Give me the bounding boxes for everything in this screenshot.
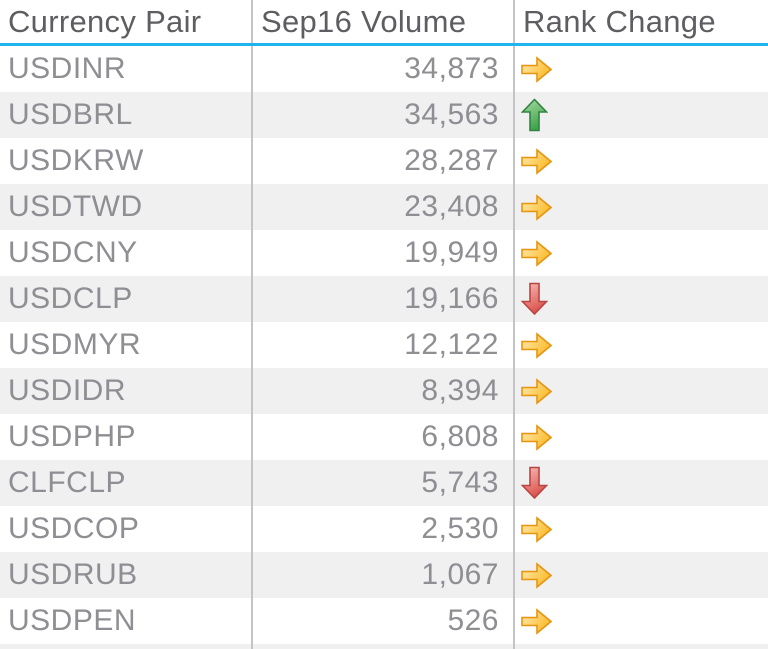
volume-cell: 2,530 [251, 506, 513, 552]
volume-cell: 1,067 [251, 552, 513, 598]
partial-cell [251, 644, 513, 649]
volume-cell: 19,166 [251, 276, 513, 322]
table-row: USDCOP 2,530 [0, 506, 768, 552]
right-arrow-icon [521, 239, 552, 267]
volume-cell: 12,122 [251, 322, 513, 368]
currency-pair-cell: USDPEN [8, 604, 137, 637]
rank-change-cell [513, 276, 768, 322]
currency-pair-cell: USDINR [8, 52, 127, 85]
volume-cell: 28,287 [251, 138, 513, 184]
rank-change-cell [513, 506, 768, 552]
volume-cell: 5,743 [251, 460, 513, 506]
table-row: USDCNY 19,949 [0, 230, 768, 276]
rank-change-cell [513, 322, 768, 368]
up-arrow-icon [521, 98, 548, 132]
right-arrow-icon [521, 377, 552, 405]
right-arrow-icon [521, 193, 552, 221]
table-row: USDIDR 8,394 [0, 368, 768, 414]
volume-cell: 526 [251, 598, 513, 644]
rank-change-cell [513, 460, 768, 506]
volume-cell: 6,808 [251, 414, 513, 460]
column-header-sep16-volume: Sep16 Volume [251, 0, 513, 43]
partial-cell [0, 644, 251, 649]
currency-pair-cell: CLFCLP [8, 466, 127, 499]
partial-next-row [0, 644, 768, 649]
down-arrow-icon [521, 466, 548, 500]
partial-cell [513, 644, 768, 649]
volume-cell: 8,394 [251, 368, 513, 414]
rank-change-cell [513, 230, 768, 276]
table-body: USDINR 34,873 USDBRL 34,563 USDKRW 28,28… [0, 46, 768, 644]
table-row: USDINR 34,873 [0, 46, 768, 92]
right-arrow-icon [521, 147, 552, 175]
right-arrow-icon [521, 423, 552, 451]
table-row: USDTWD 23,408 [0, 184, 768, 230]
currency-pair-cell: USDCOP [8, 512, 140, 545]
right-arrow-icon [521, 55, 552, 83]
volume-cell: 23,408 [251, 184, 513, 230]
table-header-row: Currency Pair Sep16 Volume Rank Change [0, 0, 768, 46]
currency-pair-cell: USDKRW [8, 144, 144, 177]
rank-change-cell [513, 368, 768, 414]
currency-pair-cell: USDCLP [8, 282, 133, 315]
table-row: USDBRL 34,563 [0, 92, 768, 138]
right-arrow-icon [521, 515, 552, 543]
table-row: USDPHP 6,808 [0, 414, 768, 460]
down-arrow-icon [521, 282, 548, 316]
rank-change-cell [513, 138, 768, 184]
rank-change-cell [513, 414, 768, 460]
currency-pair-cell: USDCNY [8, 236, 138, 269]
right-arrow-icon [521, 607, 552, 635]
rank-change-cell [513, 598, 768, 644]
table-row: CLFCLP 5,743 [0, 460, 768, 506]
table-row: USDCLP 19,166 [0, 276, 768, 322]
currency-pair-cell: USDRUB [8, 558, 138, 591]
rank-change-cell [513, 46, 768, 92]
right-arrow-icon [521, 331, 552, 359]
table-row: USDRUB 1,067 [0, 552, 768, 598]
rank-change-cell [513, 552, 768, 598]
table-row: USDMYR 12,122 [0, 322, 768, 368]
rank-change-cell [513, 92, 768, 138]
currency-pair-cell: USDBRL [8, 98, 133, 131]
column-header-currency-pair: Currency Pair [8, 3, 202, 39]
currency-pair-cell: USDIDR [8, 374, 127, 407]
table-row: USDKRW 28,287 [0, 138, 768, 184]
currency-pair-cell: USDPHP [8, 420, 137, 453]
currency-pair-cell: USDMYR [8, 328, 142, 361]
column-header-rank-change: Rank Change [513, 0, 768, 43]
table-row: USDPEN 526 [0, 598, 768, 644]
currency-pair-cell: USDTWD [8, 190, 143, 223]
volume-cell: 34,873 [251, 46, 513, 92]
right-arrow-icon [521, 561, 552, 589]
rank-change-cell [513, 184, 768, 230]
volume-cell: 34,563 [251, 92, 513, 138]
volume-cell: 19,949 [251, 230, 513, 276]
